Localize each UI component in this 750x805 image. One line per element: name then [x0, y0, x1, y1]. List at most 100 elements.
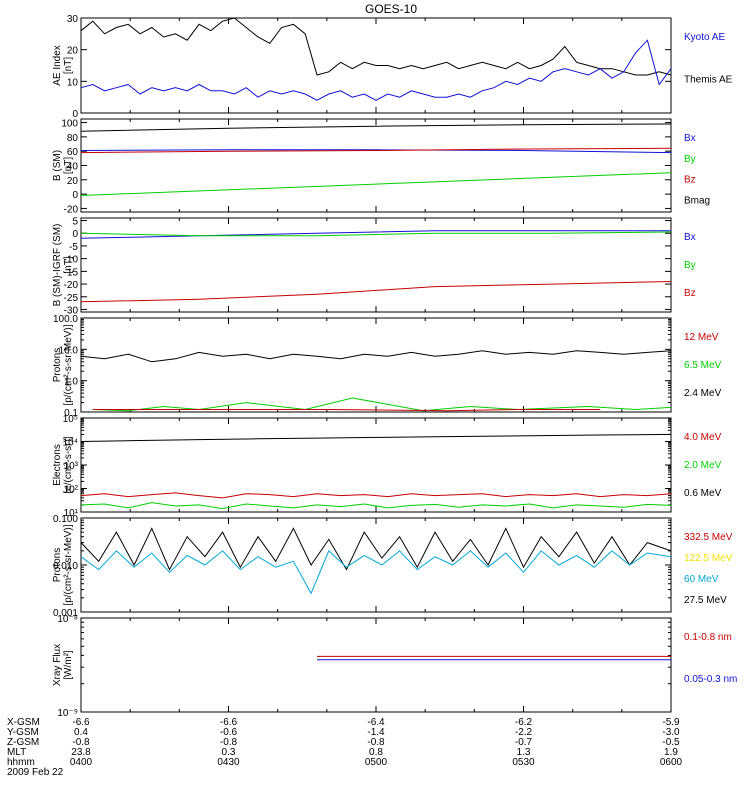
series-kyoto-ae: [80, 39, 672, 101]
footer-value: 0.8: [369, 747, 383, 758]
y-tick-label: 100: [61, 119, 78, 130]
legend-label: 2.0 MeV: [684, 460, 722, 471]
footer-value: -0.7: [515, 737, 533, 748]
panel-frame: [80, 417, 672, 513]
y-tick-label: -10: [64, 255, 79, 266]
series-2-0-mev: [80, 502, 672, 510]
legend-label: By: [684, 154, 696, 165]
y-axis-label: [W/m²]: [63, 650, 74, 680]
y-tick-label: 10²: [64, 485, 79, 496]
legend-label: By: [684, 260, 696, 271]
y-tick-label: 20: [67, 46, 79, 57]
y-tick-label: 1.0: [64, 377, 78, 388]
footer-row-label: X-GSM: [7, 717, 40, 728]
panel-xray: 10⁻⁹ 10⁻⁸ Xray Flux [W/m²] 0.1-0.8 nm 0.05-0.…: [52, 614, 737, 719]
y-tick-label: 0: [72, 229, 78, 240]
legend-label: 122.5 MeV: [684, 553, 733, 564]
panel-frame: [80, 517, 672, 613]
footer-value: -6.2: [515, 717, 533, 728]
legend-label: Bx: [684, 133, 696, 144]
y-tick-label: 60: [67, 147, 79, 158]
footer-date: 2009 Feb 22: [7, 767, 64, 778]
footer-value: -0.6: [220, 727, 238, 738]
y-axis-label: Protons: [52, 548, 63, 582]
y-tick-label: 0.001: [53, 608, 78, 619]
footer-value: 23.8: [71, 747, 91, 758]
series-bz: [80, 147, 672, 154]
series-6-5-mev: [92, 397, 672, 412]
y-tick-label: 10³: [64, 461, 79, 472]
y-tick-label: -30: [64, 305, 79, 316]
legend-label: Bz: [684, 288, 696, 299]
y-axis-label: AE Index: [52, 45, 63, 86]
y-tick-label: 5: [72, 217, 78, 228]
y-axis-label: B (SM)-IGRF (SM): [52, 224, 63, 307]
y-axis-label: [nT]: [63, 57, 74, 74]
legend-label: Themis AE: [684, 75, 733, 86]
footer-value: 1.3: [517, 747, 531, 758]
legend-label: 0.1-0.8 nm: [684, 632, 732, 643]
legend-label: 0.05-0.3 nm: [684, 674, 737, 685]
legend-label: 12 MeV: [684, 332, 719, 343]
y-tick-label: 20: [67, 176, 79, 187]
y-tick-label: 10⁻⁸: [57, 614, 78, 625]
footer-value: 1.9: [664, 747, 678, 758]
y-tick-label: -20: [64, 280, 79, 291]
series-bmag: [80, 123, 672, 132]
footer-value: -6.6: [220, 717, 238, 728]
y-tick-label: 0.1: [64, 408, 78, 419]
y-axis-label: Protons: [52, 348, 63, 382]
y-tick-label: 80: [67, 133, 79, 144]
footer-value: -6.6: [72, 717, 90, 728]
footer-value: -3.0: [662, 727, 680, 738]
footer-ephemeris: X-GSM -6.6 -6.6 -6.4 -6.2 -5.9 Y-GSM 0.4 -0.6 -1.…: [7, 717, 683, 778]
legend-label: Bx: [684, 232, 696, 243]
y-axis-label: [e/(cm²-s-sr)]: [63, 436, 74, 493]
series-bx: [80, 149, 672, 154]
panel-frame: [80, 617, 672, 713]
legend-label: Bz: [684, 175, 696, 186]
y-tick-label: 10⁻⁹: [57, 708, 78, 719]
y-axis-label: [p/(cm²-s-sr-MeV)]: [63, 524, 74, 605]
footer-value: -1.4: [367, 727, 385, 738]
y-tick-label: 10: [67, 77, 79, 88]
y-tick-label: 100.0: [53, 314, 78, 325]
series-0-6-mev: [80, 433, 672, 442]
y-tick-label: -15: [64, 267, 79, 278]
y-tick-label: 0.010: [53, 561, 78, 572]
legend-label: 2.4 MeV: [684, 388, 722, 399]
y-axis-label: [nT]: [63, 157, 74, 174]
footer-value: -0.5: [662, 737, 680, 748]
series-by: [80, 231, 672, 237]
y-axis-label: Electrons: [52, 444, 63, 486]
y-axis-label: Xray Flux: [52, 644, 63, 686]
y-tick-label: 30: [67, 14, 79, 25]
footer-value: -6.4: [367, 717, 385, 728]
y-tick-label: 0: [72, 190, 78, 201]
panel-ae: 0 10 20 30 AE Index [nT] Kyoto AE Themis AE: [52, 14, 733, 120]
panel-b-igrf: 50 -5 -10-15 -20 -25-30B (SM)-IGRF (SM) [nT] B…: [52, 217, 696, 317]
legend-label: Bmag: [684, 195, 710, 206]
series-4-0-mev: [80, 492, 672, 499]
y-tick-label: -5: [69, 242, 78, 253]
panel-electrons: 10¹ 10² 10³ 10⁴ 10⁵ Electrons [e/(cm²-s-sr)] 4.…: [52, 414, 722, 519]
y-tick-label: -20: [64, 204, 79, 215]
footer-value: -5.9: [662, 717, 680, 728]
y-axis-label: [p/(cm²-s-sr-MeV)]: [63, 324, 74, 405]
panel-frame: [80, 118, 672, 213]
footer-value: 0500: [365, 757, 388, 768]
y-tick-label: 40: [67, 162, 79, 173]
y-axis-label: B (SM): [52, 150, 63, 181]
footer-row-label: Z-GSM: [7, 737, 39, 748]
y-tick-label: 10⁵: [63, 414, 78, 425]
footer-row-label: hhmm: [7, 757, 35, 768]
legend-label: 332.5 MeV: [684, 532, 733, 543]
legend-label: 6.5 MeV: [684, 360, 722, 371]
footer-value: -0.8: [367, 737, 385, 748]
series-12-mev: [92, 409, 601, 412]
footer-value: -0.8: [72, 737, 90, 748]
footer-value: -0.8: [220, 737, 238, 748]
y-tick-label: 10.0: [59, 345, 79, 356]
footer-value: 0430: [217, 757, 240, 768]
